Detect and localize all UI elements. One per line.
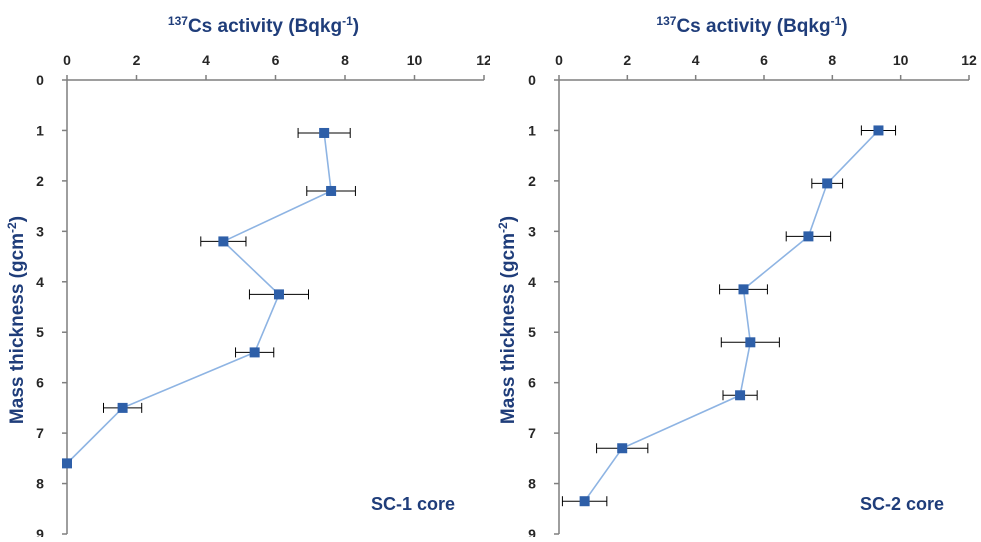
x-tick-label: 12	[476, 52, 490, 68]
data-point	[319, 127, 330, 138]
y-tick-label: 4	[528, 274, 536, 290]
x-tick-label: 4	[202, 52, 210, 68]
y-tick-label: 0	[36, 72, 44, 88]
y-tick-label: 7	[36, 425, 44, 441]
data-point	[803, 231, 814, 242]
y-tick-label: 5	[36, 324, 44, 340]
y-axis-title-exp: -2	[496, 222, 510, 233]
data-point	[738, 284, 749, 295]
y-tick-label: 1	[528, 122, 536, 138]
y-tick-label: 0	[528, 72, 536, 88]
data-point	[579, 496, 590, 507]
series-line	[66, 132, 332, 464]
core-label: SC-1 core	[371, 494, 455, 514]
x-tick-label: 4	[692, 52, 700, 68]
x-tick-label: 2	[133, 52, 141, 68]
series-line	[583, 129, 880, 502]
y-tick-label: 9	[528, 526, 536, 537]
data-point	[617, 443, 628, 454]
x-tick-label: 6	[272, 52, 280, 68]
x-tick-label: 2	[623, 52, 631, 68]
data-point	[735, 390, 746, 401]
y-axis-title-text: Mass thickness (gcm	[7, 233, 28, 424]
x-axis-title: 137Cs activity (Bqkg-1)	[656, 14, 847, 37]
y-tick-label: 4	[36, 274, 44, 290]
data-point	[873, 125, 884, 136]
y-axis-title-text: Mass thickness (gcm	[498, 233, 519, 424]
y-tick-label: 8	[528, 476, 536, 492]
data-point	[273, 289, 284, 300]
data-point	[62, 458, 72, 469]
y-axis-title: Mass thickness (gcm-2)	[496, 216, 519, 424]
data-point	[117, 402, 128, 413]
y-axis-title-exp: -2	[5, 222, 19, 233]
x-tick-label: 0	[63, 52, 71, 68]
data-point	[822, 178, 833, 189]
y-tick-label: 7	[528, 425, 536, 441]
y-axis-title: Mass thickness (gcm-2)	[5, 216, 28, 424]
y-tick-label: 6	[528, 375, 536, 391]
y-tick-label: 9	[36, 526, 44, 537]
y-tick-label: 8	[36, 476, 44, 492]
x-tick-label: 0	[555, 52, 563, 68]
y-tick-label: 3	[528, 223, 536, 239]
x-tick-label: 8	[341, 52, 349, 68]
chart-panel-sc1: 0 2 4 6 8 10 12 0 1 2 3 4 5 6 7 8 9 137Cs activity (Bqkg-…	[0, 0, 492, 542]
x-axis-title-sup: 137	[168, 14, 188, 28]
y-tick-label: 6	[36, 375, 44, 391]
x-tick-label: 12	[961, 52, 977, 68]
data-point	[249, 347, 260, 358]
data-point	[745, 337, 756, 348]
x-axis-title-text: Cs activity (Bqkg	[188, 16, 342, 37]
y-tick-label: 5	[528, 324, 536, 340]
x-axis-title-text: Cs activity (Bqkg	[676, 16, 830, 37]
x-axis-title: 137Cs activity (Bqkg-1)	[168, 14, 359, 37]
y-tick-label: 3	[36, 223, 44, 239]
core-label: SC-2 core	[860, 494, 944, 514]
x-axis-title-close: )	[841, 16, 847, 37]
x-axis-title-close: )	[353, 16, 359, 37]
y-tick-label: 2	[36, 173, 44, 189]
x-axis-title-exp: -1	[342, 14, 353, 28]
data-point	[326, 185, 337, 196]
x-tick-label: 8	[828, 52, 836, 68]
chart-panel-sc2: 0 2 4 6 8 10 12 0 1 2 3 4 5 6 7 8 9 137Cs activity (Bqkg-…	[491, 0, 981, 542]
y-tick-label: 1	[36, 122, 44, 138]
x-tick-label: 10	[893, 52, 909, 68]
y-axis-title-close: )	[7, 216, 28, 222]
data-point	[218, 236, 229, 247]
x-axis-title-exp: -1	[831, 14, 842, 28]
y-tick-label: 2	[528, 173, 536, 189]
x-tick-label: 6	[760, 52, 768, 68]
y-axis-title-close: )	[498, 216, 519, 222]
x-axis-title-sup: 137	[656, 14, 676, 28]
x-tick-label: 10	[407, 52, 423, 68]
